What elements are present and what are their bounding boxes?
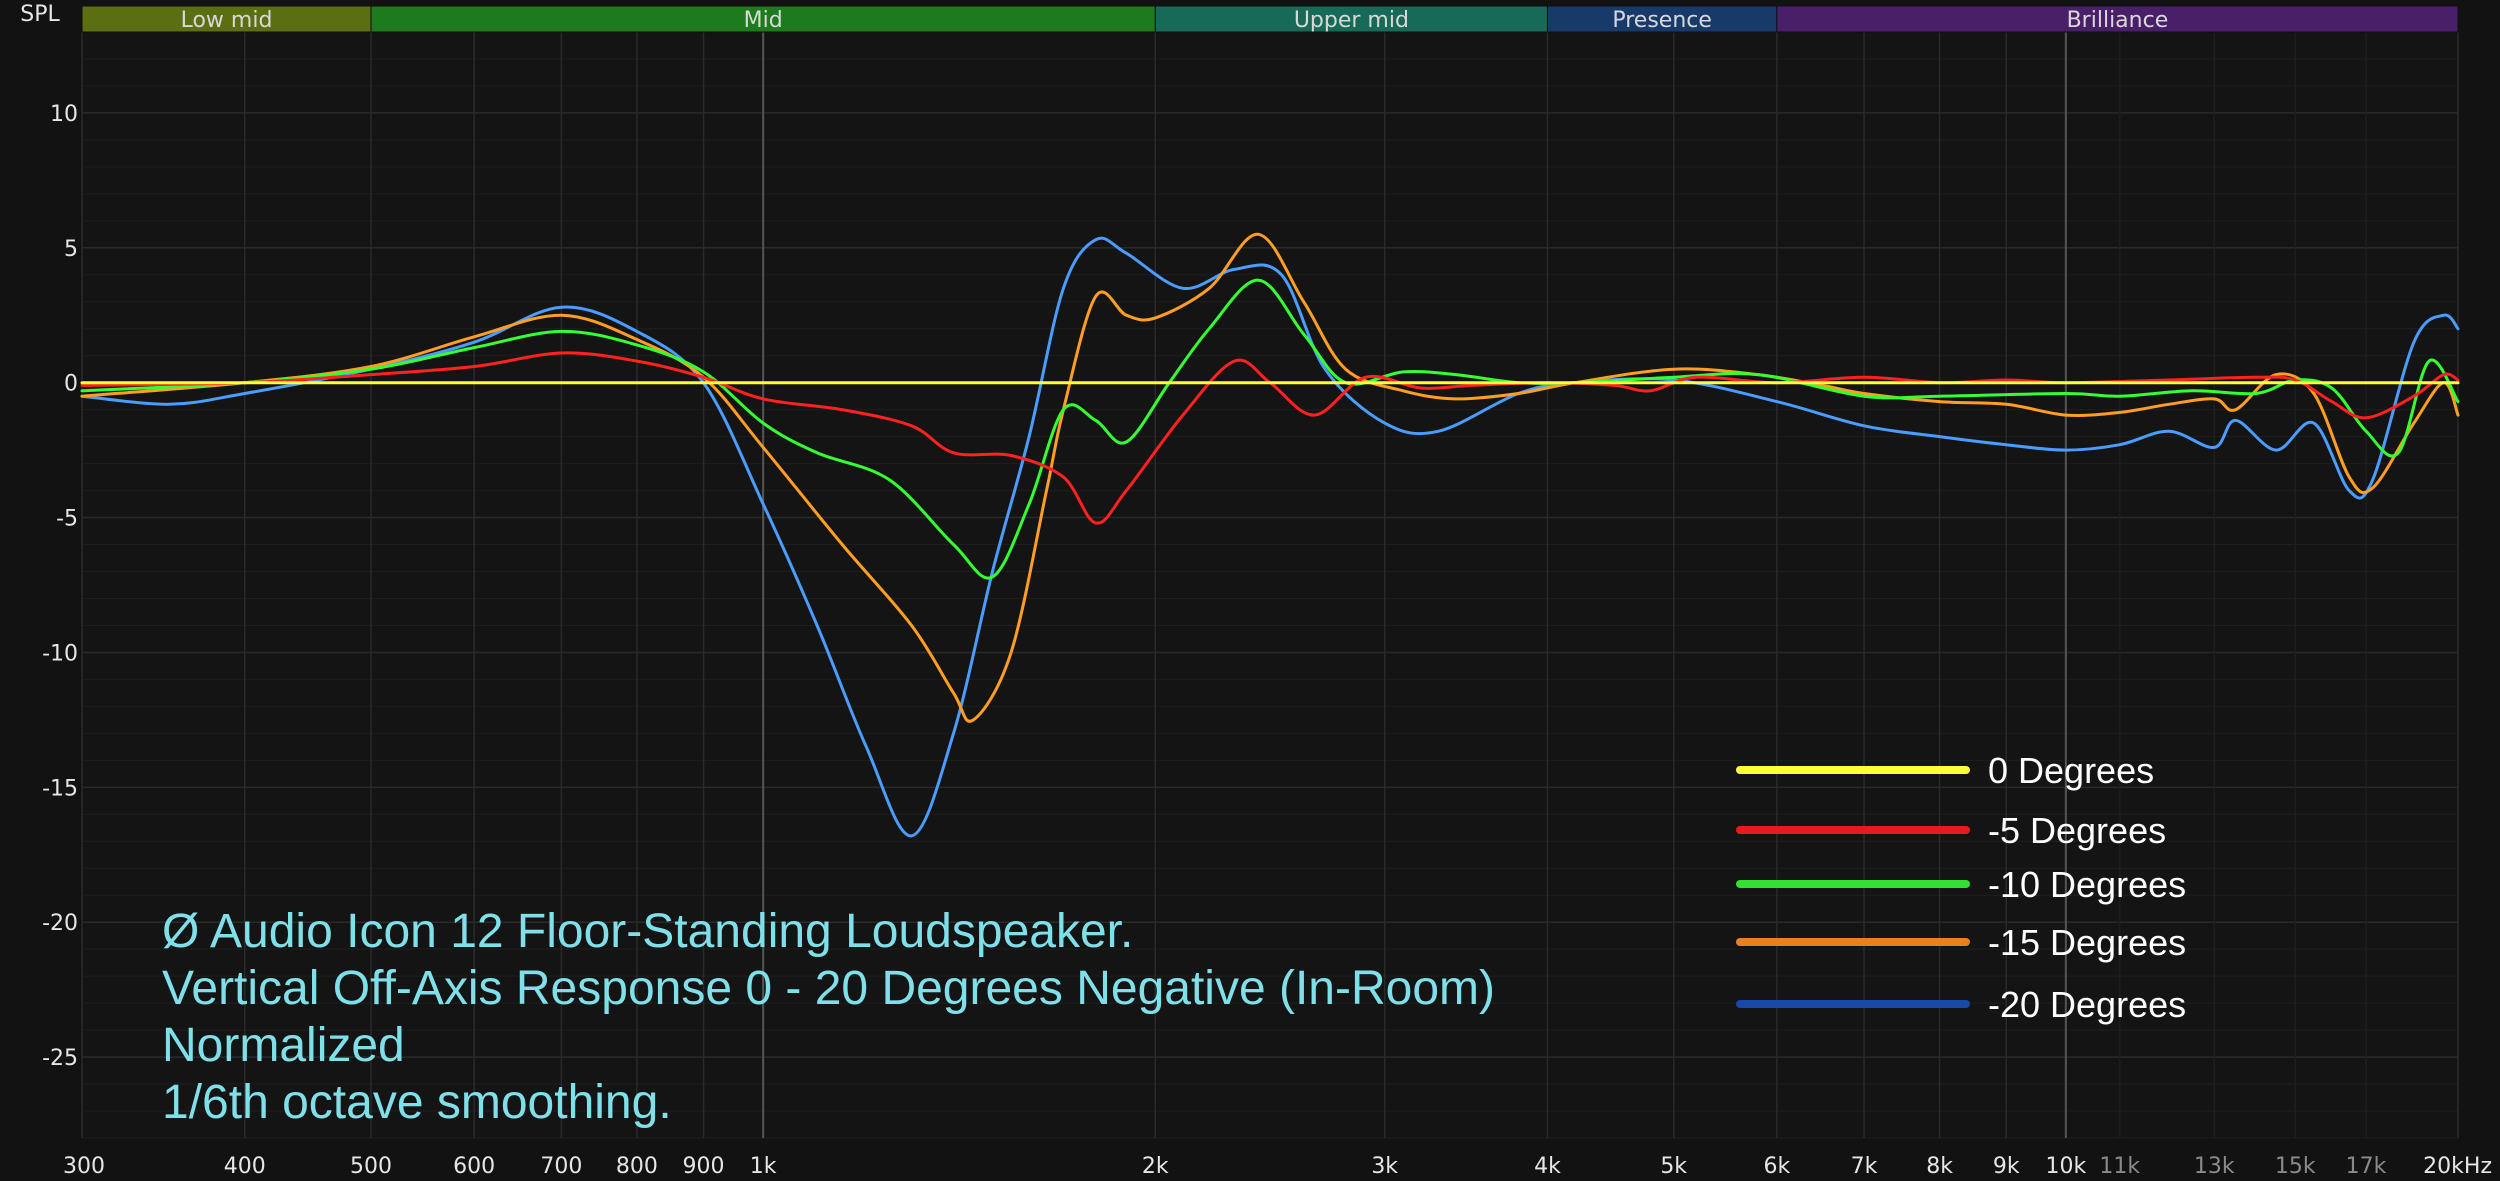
x-tick-label: 600 (453, 1154, 495, 1179)
x-tick-label: 5k (1660, 1154, 1687, 1179)
chart-annotation: Ø Audio Icon 12 Floor-Standing Loudspeak… (162, 905, 1495, 1129)
annotation-line: Normalized (162, 1019, 405, 1072)
x-tick-label: 3k (1371, 1154, 1398, 1179)
annotation-line: 1/6th octave smoothing. (162, 1076, 672, 1129)
legend-label: -15 Degrees (1988, 922, 2186, 963)
band-segment (1546, 5, 1778, 33)
x-tick-label: 15k (2275, 1154, 2316, 1179)
x-tick-label: 400 (224, 1154, 266, 1179)
minor-grid (82, 31, 2458, 1139)
x-tick-label: 7k (1851, 1154, 1878, 1179)
x-tick-label: 900 (683, 1154, 725, 1179)
major-grid (81, 32, 2459, 1138)
x-tick-label: 9k (1993, 1154, 2020, 1179)
band-label: Mid (744, 8, 783, 33)
legend-label: -5 Degrees (1988, 810, 2166, 851)
y-tick-label: -25 (42, 1046, 78, 1071)
plot-area (82, 32, 2458, 1138)
series-line--10-degrees (80, 278, 2460, 580)
x-tick-labels: 300 400 500 600 700 800 900 1k 2k 3k 4k 5k 6k 7k 8k 9k 1… (63, 1154, 2492, 1179)
y-axis-title: SPL (20, 2, 60, 27)
x-tick-label: 10k (2045, 1154, 2086, 1179)
y-tick-label: -20 (42, 911, 78, 936)
band-label: Brilliance (2067, 8, 2169, 33)
y-tick-labels: 10 5 0 -5 -10 -15 -20 -25 (42, 102, 78, 1071)
x-tick-label: 800 (616, 1154, 658, 1179)
x-tick-label: 6k (1763, 1154, 1790, 1179)
y-tick-label: 0 (64, 372, 78, 397)
x-tick-label: 17k (2346, 1154, 2387, 1179)
y-tick-label: 5 (64, 237, 78, 262)
band-segment (1776, 5, 2459, 33)
x-tick-label: 13k (2194, 1154, 2235, 1179)
band-label: Presence (1612, 8, 1712, 33)
x-tick-label: 300 (63, 1154, 105, 1179)
y-tick-label: -15 (42, 776, 78, 801)
annotation-line: Vertical Off-Axis Response 0 - 20 Degree… (162, 962, 1495, 1015)
response-curves (80, 232, 2460, 838)
band-label: Upper mid (1294, 8, 1409, 33)
y-tick-label: -10 (42, 641, 78, 666)
band-segment (370, 5, 1156, 33)
annotation-line: Ø Audio Icon 12 Floor-Standing Loudspeak… (162, 905, 1133, 958)
legend: 0 Degrees -5 Degrees -10 Degrees -15 Degree… (1736, 750, 2186, 1025)
y-tick-label: -5 (56, 507, 78, 532)
frequency-bands: Low mid Mid Upper mid Presence Brilliance (81, 5, 2459, 33)
x-tick-label: 11k (2099, 1154, 2140, 1179)
x-tick-label: 4k (1534, 1154, 1561, 1179)
band-segment (81, 5, 372, 33)
x-tick-label: 700 (540, 1154, 582, 1179)
x-tick-label: 1k (750, 1154, 777, 1179)
legend-label: -20 Degrees (1988, 984, 2186, 1025)
y-tick-label: 10 (50, 102, 78, 127)
band-segment (1154, 5, 1548, 33)
x-tick-label: 500 (350, 1154, 392, 1179)
band-label: Low mid (181, 8, 273, 33)
x-tick-label: 20kHz (2423, 1154, 2492, 1179)
series-line--5-degrees (80, 351, 2460, 525)
legend-label: 0 Degrees (1988, 750, 2154, 791)
legend-label: -10 Degrees (1988, 864, 2186, 905)
x-tick-label: 2k (1142, 1154, 1169, 1179)
series-line--15-degrees (80, 232, 2460, 723)
x-tick-label: 8k (1926, 1154, 1953, 1179)
